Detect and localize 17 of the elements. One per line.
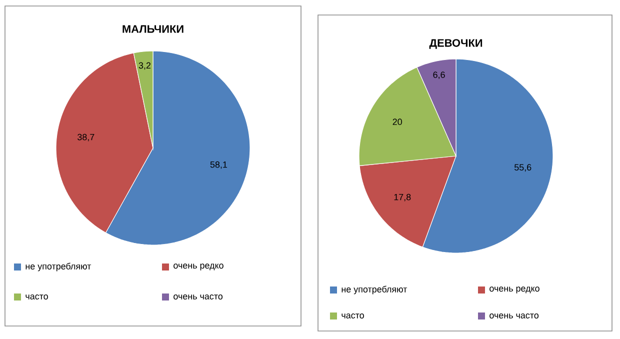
legend-label: не употребляют <box>26 262 92 272</box>
legend-label: часто <box>26 294 48 300</box>
data-label: 3,2 <box>138 62 151 70</box>
legend-label: очень часто <box>174 294 223 300</box>
data-label: 20 <box>392 118 402 125</box>
legend-label: не употребляют <box>342 286 408 294</box>
legend-label: очень редко <box>490 286 540 294</box>
data-label: 17,8 <box>394 194 411 202</box>
chart-title: МАЛЬЧИКИ <box>122 25 184 33</box>
legend-label: часто <box>342 314 364 318</box>
data-label: 38,7 <box>78 134 94 142</box>
legend-label: очень часто <box>490 314 539 318</box>
data-label: 55,6 <box>514 164 532 172</box>
chart-title: ДЕВОЧКИ <box>429 39 482 49</box>
data-label: 58,1 <box>210 161 228 169</box>
data-label: 6,6 <box>433 72 445 80</box>
legend-label: очень редко <box>174 264 224 270</box>
